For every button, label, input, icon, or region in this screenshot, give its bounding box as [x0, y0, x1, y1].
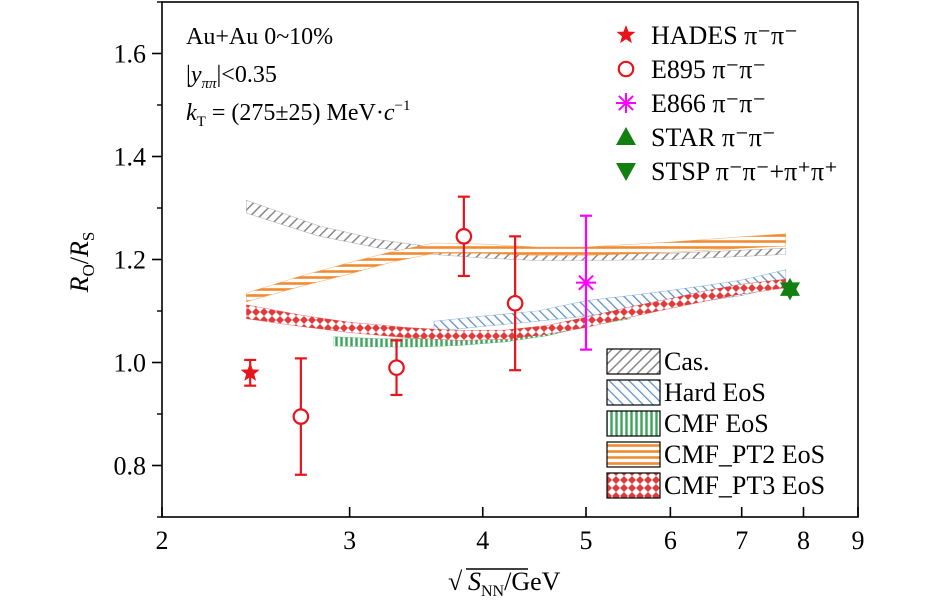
x-tick-label: 4 — [476, 526, 489, 555]
legend-label: CMF EoS — [664, 409, 769, 438]
y-tick-label: 1.2 — [114, 246, 147, 275]
legend-label: STAR π⁻π⁻ — [651, 123, 776, 152]
x-axis-var: S — [468, 567, 481, 596]
legend-swatch — [606, 441, 661, 468]
x-tick-label: 7 — [735, 526, 748, 555]
data-point — [455, 228, 473, 245]
y-tick-label: 0.8 — [114, 452, 147, 481]
band-pt2 — [246, 233, 787, 303]
y-tick-label: 1.6 — [114, 40, 147, 69]
legend-label: Cas. — [664, 347, 710, 376]
axis-ticks: 2 3 4 5 6 7 8 9 0.8 1.0 1.2 1.4 1.6 — [114, 1, 865, 555]
x-axis-sub: NN — [481, 583, 505, 600]
x-tick-label: 2 — [156, 526, 169, 555]
x-tick-label: 6 — [664, 526, 677, 555]
x-axis-sqrt: √ — [448, 567, 463, 596]
legend-marker — [616, 127, 636, 145]
legend-label: STSP π⁻π⁻+π⁺π⁺ — [651, 157, 838, 186]
legend-label: CMF_PT3 EoS — [664, 471, 825, 500]
data-point — [506, 294, 524, 312]
legend-swatch — [606, 348, 661, 375]
data-point — [576, 272, 597, 293]
data-point — [292, 408, 310, 425]
legend-marker — [616, 163, 636, 181]
annotation-rapidity: |yππ|<0.35 — [186, 62, 277, 92]
x-axis-unit: /GeV — [504, 567, 561, 596]
legend-label: HADES π⁻π⁻ — [651, 21, 798, 50]
legend-label: E866 π⁻π⁻ — [651, 89, 766, 118]
model-bands — [246, 199, 787, 348]
data-point — [240, 362, 260, 381]
annotation-block: Au+Au 0~10% |yππ|<0.35 kT = (275±25) MeV… — [186, 24, 410, 130]
legend-marker — [616, 25, 636, 44]
x-axis-label: √ SNN/GeV — [448, 567, 561, 600]
legend-marker — [617, 60, 635, 78]
legend-swatch — [606, 410, 661, 437]
data-point — [388, 359, 405, 376]
legend-swatch — [606, 379, 661, 406]
legend-marker — [616, 93, 636, 113]
x-tick-label: 9 — [852, 526, 865, 555]
x-tick-label: 5 — [580, 526, 593, 555]
legend-label: Hard EoS — [664, 378, 766, 407]
legend-markers: HADES π⁻π⁻ E895 π⁻π⁻ E866 π⁻π⁻ STAR π⁻π⁻ STS… — [616, 21, 838, 186]
y-tick-label: 1.4 — [114, 143, 147, 172]
x-tick-label: 8 — [797, 526, 810, 555]
data-point — [779, 282, 800, 301]
y-tick-label: 1.0 — [114, 349, 147, 378]
legend-swatch — [606, 472, 661, 499]
annotation-kt: kT = (275±25) MeV·c−1 — [186, 98, 410, 130]
legend-label: CMF_PT2 EoS — [664, 440, 825, 469]
svg-text:SNN/GeV: SNN/GeV — [468, 567, 561, 600]
annotation-system: Au+Au 0~10% — [186, 24, 333, 50]
y-axis-label: RO/RS — [65, 232, 98, 294]
data-points — [240, 195, 800, 476]
x-tick-label: 3 — [343, 526, 356, 555]
legend-label: E895 π⁻π⁻ — [651, 55, 766, 84]
